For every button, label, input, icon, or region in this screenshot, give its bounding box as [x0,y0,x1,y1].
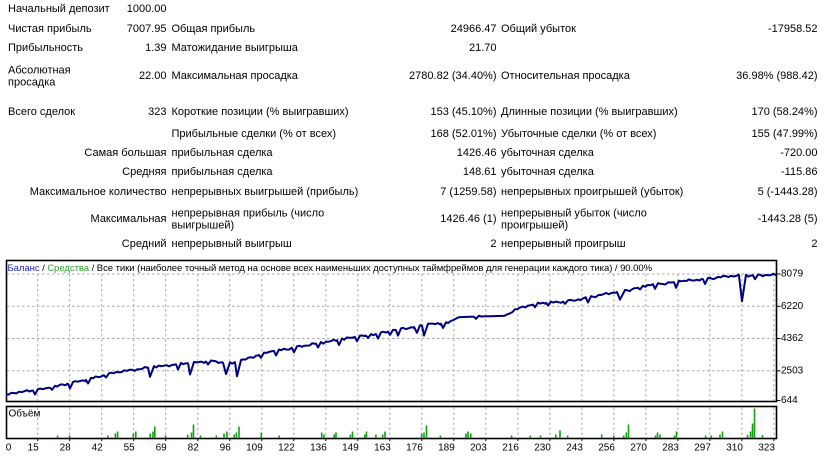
svg-text:8079: 8079 [781,269,804,280]
svg-text:297: 297 [694,443,711,454]
svg-text:189: 189 [438,443,455,454]
svg-text:122: 122 [278,443,295,454]
svg-text:310: 310 [726,443,743,454]
svg-text:256: 256 [598,443,615,454]
svg-text:230: 230 [534,443,551,454]
svg-text:176: 176 [406,443,423,454]
svg-text:42: 42 [92,443,104,454]
svg-text:96: 96 [220,443,232,454]
svg-text:Объём: Объём [9,408,41,420]
svg-text:55: 55 [124,443,136,454]
svg-text:4362: 4362 [781,333,804,344]
svg-text:28: 28 [60,443,72,454]
svg-text:270: 270 [630,443,647,454]
svg-text:0: 0 [6,443,12,454]
svg-text:283: 283 [662,443,679,454]
svg-text:6220: 6220 [781,301,804,312]
svg-text:69: 69 [156,443,168,454]
svg-text:2503: 2503 [781,365,804,376]
svg-text:323: 323 [758,443,775,454]
svg-text:644: 644 [781,395,798,406]
svg-text:149: 149 [342,443,359,454]
svg-text:15: 15 [28,443,40,454]
svg-text:216: 216 [502,443,519,454]
svg-text:203: 203 [470,443,487,454]
svg-text:109: 109 [246,443,263,454]
svg-text:243: 243 [566,443,583,454]
svg-text:82: 82 [188,443,200,454]
svg-text:136: 136 [310,443,327,454]
svg-text:163: 163 [374,443,391,454]
